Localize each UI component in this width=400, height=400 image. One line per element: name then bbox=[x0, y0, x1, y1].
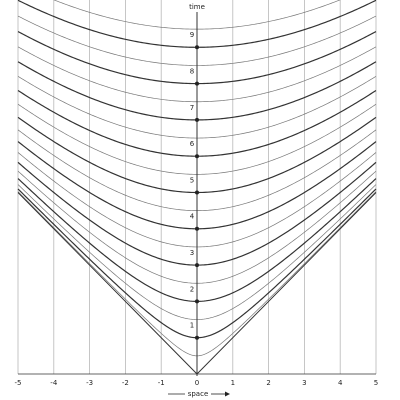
x-tick-label: -5 bbox=[15, 379, 22, 387]
proper-time-dot bbox=[195, 335, 199, 340]
x-label-arrowhead bbox=[225, 391, 230, 397]
x-tick-label: 5 bbox=[374, 379, 378, 387]
proper-time-dot bbox=[195, 299, 199, 304]
time-tick-label: 9 bbox=[190, 31, 194, 39]
x-tick-label: 2 bbox=[266, 379, 270, 387]
time-tick-label: 8 bbox=[190, 67, 194, 75]
x-tick-labels: -5 -4 -3 -2 -1 0 1 2 3 4 5 bbox=[15, 379, 379, 387]
light-cone-right bbox=[196, 192, 377, 375]
proper-time-dot bbox=[195, 190, 199, 195]
time-tick-label: 7 bbox=[190, 104, 194, 112]
x-tick-label: -3 bbox=[86, 379, 93, 387]
x-tick-label: 1 bbox=[231, 379, 235, 387]
x-tick-label: -4 bbox=[50, 379, 58, 387]
vertical-grid bbox=[17, 0, 377, 374]
proper-time-dot bbox=[195, 81, 199, 86]
x-tick-label: 4 bbox=[338, 379, 343, 387]
light-cone-left bbox=[17, 192, 198, 375]
x-axis-label-group: space bbox=[168, 390, 230, 398]
proper-time-dot bbox=[195, 117, 199, 122]
time-tick-label: 6 bbox=[190, 140, 195, 148]
time-tick-label: 3 bbox=[190, 249, 194, 257]
x-tick-label: 0 bbox=[195, 379, 199, 387]
x-tick-label: -1 bbox=[158, 379, 165, 387]
x-tick-label: -2 bbox=[122, 379, 129, 387]
x-tick-label: 3 bbox=[302, 379, 306, 387]
proper-time-dot bbox=[195, 226, 199, 231]
light-cone bbox=[17, 192, 377, 375]
time-tick-label: 4 bbox=[190, 213, 195, 221]
time-tick-label: 5 bbox=[190, 176, 194, 184]
time-tick-label: 2 bbox=[190, 285, 194, 293]
x-axis-label: space bbox=[188, 390, 209, 398]
proper-time-points: 1 2 3 4 5 6 7 8 9 bbox=[190, 31, 199, 340]
proper-time-dot bbox=[195, 45, 199, 50]
y-axis-label: time bbox=[189, 3, 205, 11]
proper-time-dot bbox=[195, 263, 199, 268]
time-tick-label: 1 bbox=[190, 322, 194, 330]
proper-time-dot bbox=[195, 154, 199, 159]
